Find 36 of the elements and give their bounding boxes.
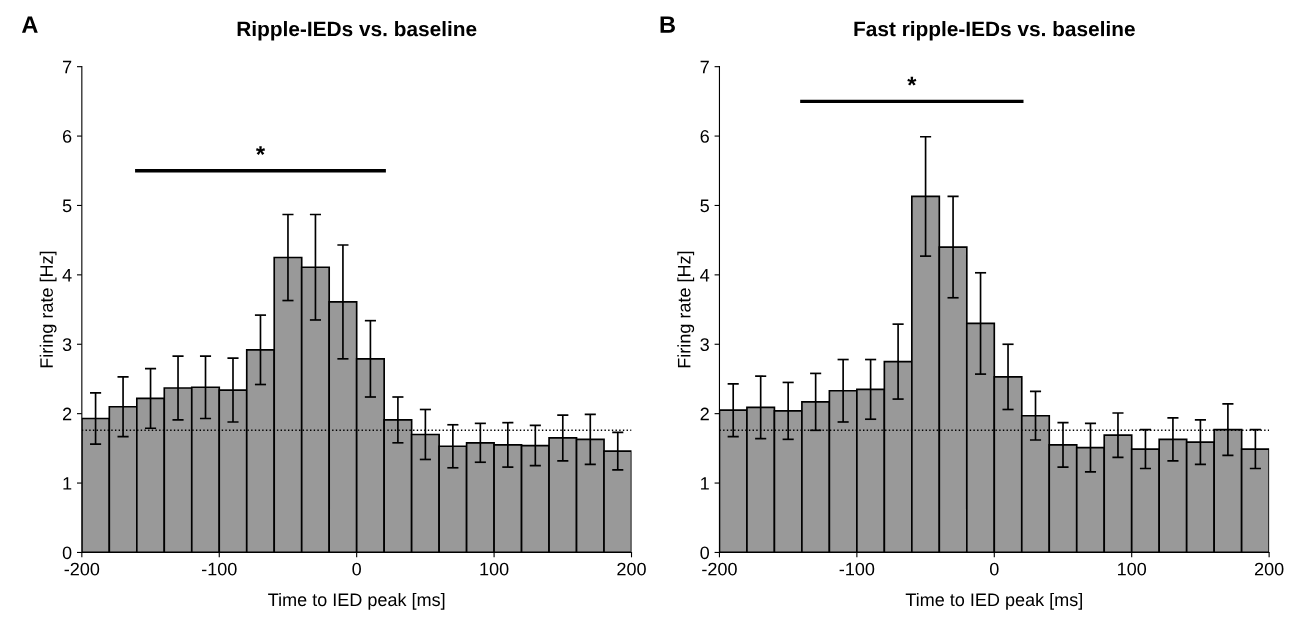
text: B: [660, 16, 675, 33]
y-tick-label: 0: [700, 546, 710, 560]
x-tick-label: 100: [1118, 562, 1147, 576]
x-tick-label: 100: [480, 562, 509, 576]
y-tick-label: 1: [701, 477, 709, 490]
y-tick-label: 2: [700, 407, 709, 421]
x-tick-label: 200: [617, 562, 646, 576]
y-tick-label: 6: [62, 130, 72, 143]
y-tick-label: 5: [62, 199, 72, 213]
y-tick-label: 3: [700, 338, 709, 351]
y-tick-label: 1: [63, 477, 72, 490]
x-axis-title: Time to IED peak [ms]: [268, 592, 445, 610]
x-tick-label: -200: [702, 562, 737, 576]
text: A: [21, 16, 38, 33]
y-tick-label: 7: [700, 60, 709, 74]
y-tick-label: 7: [63, 60, 72, 74]
y-axis-title: Firing rate [Hz]: [39, 251, 57, 368]
y-tick-label: 4: [62, 268, 72, 282]
y-tick-label: 4: [700, 268, 710, 282]
chart-title: Fast ripple-IEDs vs. baseline: [854, 21, 1135, 41]
y-tick-label: 3: [62, 338, 72, 351]
y-axis-title: Firing rate [Hz]: [677, 251, 695, 368]
x-tick-label: 0: [352, 562, 361, 576]
y-tick-label: 6: [700, 130, 709, 143]
y-tick-label: 5: [700, 199, 709, 213]
x-tick-label: 0: [989, 562, 999, 576]
y-tick-label: 2: [62, 407, 72, 421]
x-axis-title: Time to IED peak [ms]: [905, 592, 1082, 610]
annotation: *: [255, 146, 266, 155]
annotation: *: [907, 76, 917, 86]
x-tick-label: 200: [1254, 562, 1284, 576]
chart-title: Ripple-IEDs vs. baseline: [237, 21, 477, 41]
y-tick-label: 0: [62, 546, 72, 560]
x-tick-label: -100: [839, 562, 875, 576]
x-tick-label: -200: [64, 562, 100, 576]
x-tick-label: -100: [201, 562, 237, 576]
